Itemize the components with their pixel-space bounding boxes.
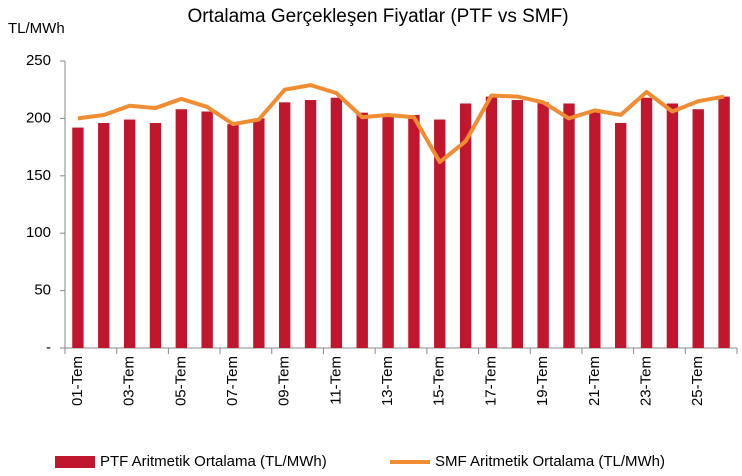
bar	[330, 97, 343, 349]
legend-label: SMF Aritmetik Ortalama (TL/MWh)	[435, 453, 665, 470]
bar	[666, 103, 679, 348]
bar	[72, 127, 84, 348]
bar	[175, 109, 187, 348]
legend-swatch	[55, 456, 95, 468]
bar	[718, 96, 730, 348]
x-tick-label: 09-Tem	[276, 356, 293, 406]
line	[77, 83, 725, 165]
bar	[640, 97, 653, 349]
bar	[123, 119, 136, 348]
bar	[382, 116, 394, 348]
y-tick-label: 100	[26, 224, 51, 241]
bar	[434, 119, 446, 348]
bar	[459, 103, 472, 348]
chart-title: Ortalama Gerçekleşen Fiyatlar (PTF vs SM…	[187, 6, 568, 27]
bar	[149, 122, 162, 348]
y-tick-label: -	[46, 339, 51, 356]
y-axis-label: TL/MWh	[8, 20, 65, 37]
bar	[227, 124, 239, 348]
x-tick-label: 21-Tem	[586, 356, 603, 406]
y-tick-label: 250	[26, 52, 51, 69]
bar	[692, 109, 704, 348]
x-tick-label: 01-Tem	[69, 356, 86, 406]
bar	[304, 100, 317, 348]
bar	[589, 111, 601, 349]
bar	[98, 122, 110, 348]
bar	[201, 111, 213, 349]
x-tick-label: 25-Tem	[689, 356, 706, 406]
x-tick-label: 15-Tem	[431, 356, 448, 406]
x-tick-label: 19-Tem	[534, 356, 551, 406]
bar	[356, 112, 368, 348]
bar	[253, 118, 265, 349]
x-tick-label: 11-Tem	[327, 356, 344, 405]
bar	[563, 103, 575, 348]
x-tick-label: 07-Tem	[224, 356, 241, 406]
x-tick-label: 03-Tem	[121, 356, 138, 406]
y-tick-label: 50	[34, 282, 51, 299]
bar	[537, 102, 549, 348]
x-tick-label: 23-Tem	[638, 356, 655, 406]
bar	[279, 102, 291, 348]
legend-label: PTF Aritmetik Ortalama (TL/MWh)	[100, 453, 327, 470]
x-tick-label: 05-Tem	[172, 356, 189, 406]
bar	[485, 96, 498, 348]
x-tick-label: 17-Tem	[482, 356, 499, 406]
y-tick-label: 150	[26, 167, 51, 184]
x-tick-label: 13-Tem	[379, 356, 396, 406]
y-tick-label: 200	[26, 109, 51, 126]
bar	[408, 114, 420, 349]
bar	[615, 122, 627, 348]
bar	[511, 100, 523, 348]
